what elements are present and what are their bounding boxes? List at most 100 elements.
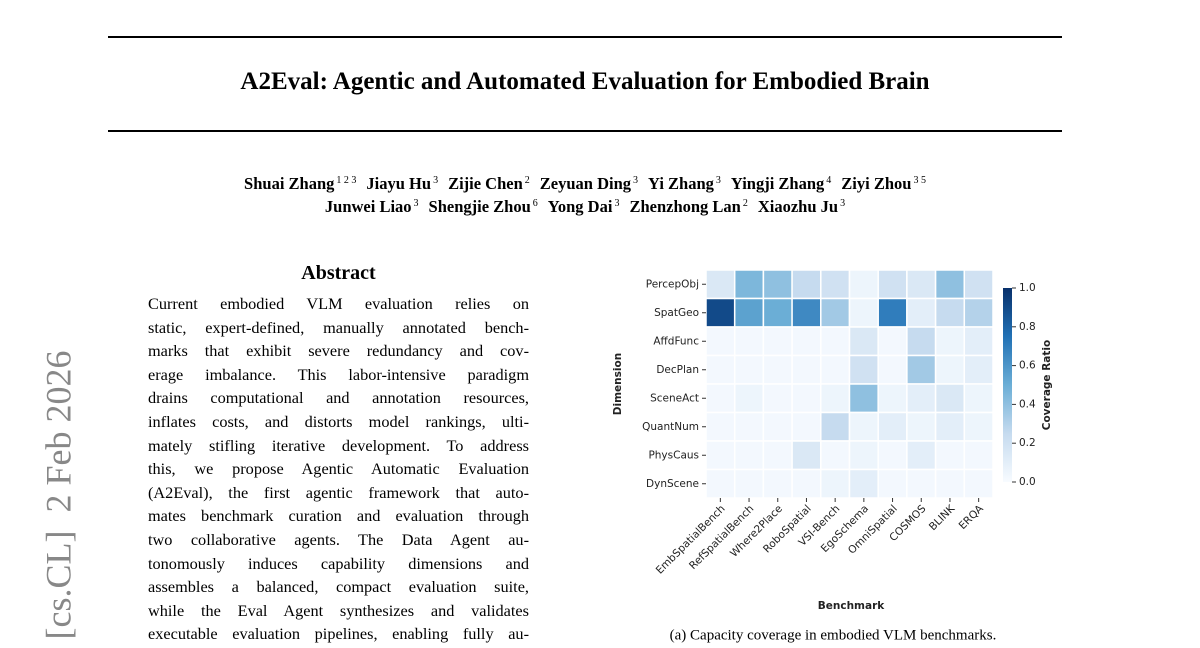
abstract-line: this, we propose Agentic Automatic Evalu… (148, 459, 529, 479)
author-affiliation: 3 (413, 197, 419, 209)
heatmap-cell (877, 269, 908, 300)
y-tick-label: SceneAct (650, 392, 699, 404)
heatmap-cell (906, 269, 937, 300)
author-affiliation: 3 (433, 174, 439, 186)
heatmap-cell (791, 440, 822, 471)
heatmap-cell (848, 468, 879, 499)
heatmap-cell (848, 297, 879, 328)
abstract-line: inflates costs, and distorts model ranki… (148, 411, 529, 431)
heatmap-cell (877, 326, 908, 357)
heatmap-cell (733, 354, 765, 385)
author-affiliation: 4 (826, 174, 832, 186)
figure-caption: (a) Capacity coverage in embodied VLM be… (670, 627, 997, 643)
heatmap-cell (820, 468, 851, 499)
author-line: Shuai Zhang 1 2 3 Jiayu Hu 3 Zijie Chen 2 Zeyu… (0, 174, 1170, 194)
author-name: Ziyi Zhou (841, 174, 912, 193)
heatmap-cell (848, 354, 879, 385)
author-affiliation: 2 (742, 197, 748, 209)
heatmap-cell (820, 326, 851, 357)
heatmap-cell (791, 468, 822, 499)
abstract-line: two collaborative agents. The Data Agent… (148, 529, 529, 549)
abstract-line: marks that exhibit severe redundancy and… (148, 341, 529, 361)
colorbar-tick-label: 0.6 (1019, 360, 1036, 372)
heatmap-cell (934, 411, 966, 442)
author-name: Zijie Chen (448, 174, 523, 193)
heatmap-cell (733, 383, 765, 414)
abstract-line: mately stifling iterative development. T… (148, 435, 529, 455)
y-tick-label: DynScene (646, 478, 699, 490)
heatmap-cell (877, 297, 908, 328)
author: Zhenzhong Lan 2 (629, 197, 747, 216)
arxiv-stamp: [cs.CL] 2 Feb 2026 (38, 351, 78, 640)
heatmap-cell (791, 297, 822, 328)
colorbar (1003, 288, 1012, 482)
author-affiliation: 2 (524, 174, 530, 186)
heatmap-cell (791, 269, 822, 300)
author: Yi Zhang 3 (648, 174, 721, 193)
heatmap-cell (820, 383, 851, 414)
abstract-text: Current embodied VLM evaluation relies o… (148, 292, 529, 646)
colorbar-tick-label: 0.4 (1019, 398, 1036, 410)
author-affiliation: 6 (532, 197, 538, 209)
heatmap-cell (705, 269, 736, 300)
author-affiliation: 3 5 (913, 174, 926, 186)
colorbar-tick-label: 0.2 (1019, 437, 1036, 449)
y-tick-label: SpatGeo (654, 307, 699, 319)
heatmap-cell (705, 354, 736, 385)
top-rule (108, 36, 1062, 38)
abstract-line: (A2Eval), the first agentic framework th… (148, 482, 529, 502)
author: Zijie Chen 2 (448, 174, 530, 193)
abstract-line: while the Eval Agent synthesizes and val… (148, 600, 529, 620)
heatmap-cell (906, 411, 937, 442)
author: Jiayu Hu 3 (366, 174, 438, 193)
heatmap-cell (791, 411, 822, 442)
y-axis-label: Dimension (612, 353, 624, 415)
heatmap-cell (963, 440, 994, 471)
author: Junwei Liao 3 (325, 197, 419, 216)
heatmap-cell (705, 468, 736, 499)
author: Shengjie Zhou 6 (429, 197, 538, 216)
heatmap-cell (906, 354, 937, 385)
y-tick-label: AffdFunc (653, 335, 699, 347)
x-axis-label: Benchmark (818, 600, 886, 612)
author-line: Junwei Liao 3 Shengjie Zhou 6 Yong Dai 3 Zhenz… (0, 197, 1170, 217)
heatmap-cell (762, 468, 793, 499)
abstract-line: Current embodied VLM evaluation relies o… (148, 294, 529, 313)
author-affiliation: 1 2 3 (336, 174, 357, 186)
heatmap-cell (877, 354, 908, 385)
colorbar-tick-label: 0.8 (1019, 321, 1036, 333)
abstract-line: assembles a balanced, compact evaluation… (148, 577, 529, 597)
x-tick-label: ERQA (957, 502, 987, 532)
heatmap-cell (963, 326, 994, 357)
author-name: Zhenzhong Lan (629, 197, 741, 216)
heatmap-cell (877, 440, 908, 471)
author: Yong Dai 3 (548, 197, 620, 216)
author: Shuai Zhang 1 2 3 (244, 174, 356, 193)
author: Xiaozhu Ju 3 (758, 197, 845, 216)
heatmap-cell (762, 440, 793, 471)
heatmap-cell (733, 326, 765, 357)
heatmap-cell (963, 411, 994, 442)
abstract-line: erage imbalance. This labor-intensive pa… (148, 364, 529, 384)
author-name: Yi Zhang (648, 174, 714, 193)
heatmap-cell (733, 269, 765, 300)
heatmap-cell (963, 269, 994, 300)
heatmap-cell (906, 297, 937, 328)
author-name: Shuai Zhang (244, 174, 335, 193)
heatmap-cell (733, 440, 765, 471)
heatmap-cell (906, 468, 937, 499)
heatmap-cell (820, 297, 851, 328)
heatmap-cell (934, 383, 966, 414)
author: Zeyuan Ding 3 (540, 174, 638, 193)
abstract-line: tonomously induces capability dimensions… (148, 553, 529, 573)
x-tick-label: BLINK (927, 502, 958, 533)
author-name: Yingji Zhang (730, 174, 825, 193)
heatmap-cell (934, 440, 966, 471)
author-affiliation: 3 (614, 197, 620, 209)
heatmap-cell (848, 269, 879, 300)
paper-title: A2Eval: Agentic and Automated Evaluation… (240, 68, 930, 95)
heatmap-cell (848, 326, 879, 357)
heatmap-cell (906, 383, 937, 414)
y-tick-label: QuantNum (642, 421, 699, 433)
